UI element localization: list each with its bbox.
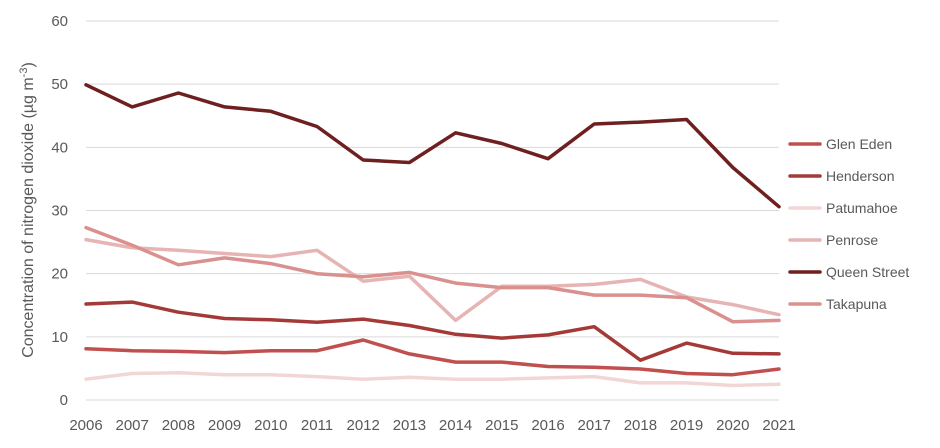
series-line-queen-street xyxy=(84,83,781,209)
x-tick-label: 2007 xyxy=(116,417,149,434)
series-line-penrose xyxy=(84,237,781,323)
legend: Glen Eden Henderson Patumahoe Penrose Queen … xyxy=(788,136,909,312)
x-tick-label: 2019 xyxy=(670,417,703,434)
legend-label-queen-street: Queen Street xyxy=(826,264,909,280)
legend-label-henderson: Henderson xyxy=(826,168,895,184)
y-axis-title: Concentration of nitrogen dioxide (µg m-… xyxy=(18,62,37,358)
y-axis-tick-labels: 0 10 20 30 40 50 60 xyxy=(51,13,68,409)
y-axis-title-close: ) xyxy=(20,62,37,67)
y-tick-label: 10 xyxy=(51,329,68,346)
y-axis-title-superscript: -3 xyxy=(18,68,30,78)
x-tick-label: 2020 xyxy=(716,417,749,434)
y-tick-label: 30 xyxy=(51,203,68,220)
legend-label-glen-eden: Glen Eden xyxy=(826,136,892,152)
series-line-glen-eden xyxy=(84,338,781,377)
x-tick-label: 2017 xyxy=(578,417,611,434)
x-tick-label: 2021 xyxy=(762,417,795,434)
x-tick-label: 2009 xyxy=(208,417,241,434)
series-line-henderson xyxy=(84,300,781,362)
legend-label-takapuna: Takapuna xyxy=(826,296,887,312)
x-tick-label: 2013 xyxy=(393,417,426,434)
y-tick-label: 20 xyxy=(51,266,68,283)
y-tick-label: 40 xyxy=(51,139,68,156)
y-tick-label: 50 xyxy=(51,76,68,93)
series-line-patumahoe xyxy=(84,371,781,388)
y-tick-label: 0 xyxy=(60,392,68,409)
legend-label-patumahoe: Patumahoe xyxy=(826,200,898,216)
x-tick-label: 2011 xyxy=(301,417,333,434)
series-line-takapuna xyxy=(84,225,781,324)
gridlines xyxy=(86,20,779,401)
x-tick-label: 2010 xyxy=(254,417,287,434)
legend-label-penrose: Penrose xyxy=(826,232,878,248)
x-tick-label: 2012 xyxy=(347,417,380,434)
x-axis-tick-labels: 2006 2007 2008 2009 2010 2011 2012 2013 2014 2015… xyxy=(69,417,795,434)
x-tick-label: 2008 xyxy=(162,417,195,434)
x-tick-label: 2015 xyxy=(485,417,518,434)
series-lines xyxy=(84,83,781,388)
x-tick-label: 2014 xyxy=(439,417,472,434)
x-tick-label: 2016 xyxy=(531,417,564,434)
y-tick-label: 60 xyxy=(51,13,68,30)
x-tick-label: 2018 xyxy=(624,417,657,434)
x-tick-label: 2006 xyxy=(69,417,102,434)
